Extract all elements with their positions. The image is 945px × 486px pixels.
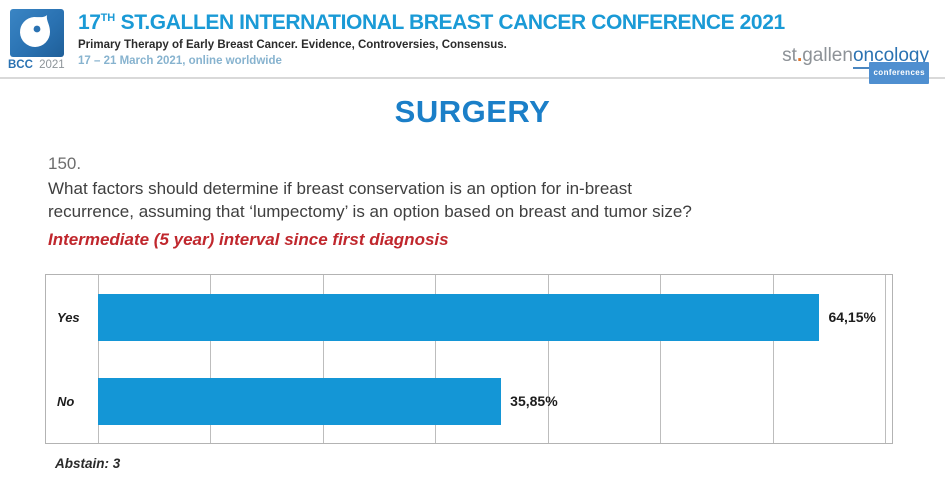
poll-bar-chart: Yes No 64,15% 35,85% — [45, 274, 893, 444]
gridline — [435, 275, 437, 443]
bcc-logo-caption: BCC 2021 — [8, 59, 74, 71]
brand-gallen: gallen — [802, 45, 853, 66]
brand-conferences-badge: conferences — [869, 62, 929, 84]
category-label-yes: Yes — [57, 309, 80, 325]
bar-no — [98, 377, 502, 425]
title-ordinal: TH — [100, 12, 116, 24]
bar-value-no: 35,85% — [510, 393, 558, 409]
gridline — [322, 275, 324, 443]
gridline — [885, 275, 887, 443]
page-title: SURGERY — [394, 94, 551, 129]
gridline — [210, 275, 212, 443]
bcc-logo-square — [10, 9, 64, 57]
gridline — [772, 275, 774, 443]
gridline — [547, 275, 549, 443]
question-line-2: recurrence, assuming that ‘lumpectomy’ i… — [48, 202, 692, 221]
conference-title: 17TH ST.GALLEN INTERNATIONAL BREAST CANC… — [78, 6, 785, 35]
category-label-no: No — [57, 393, 75, 409]
bcc-text: BCC — [8, 59, 33, 71]
droplet-icon — [20, 15, 50, 47]
conference-title-block: 17TH ST.GALLEN INTERNATIONAL BREAST CANC… — [78, 6, 785, 67]
question-interval-note: Intermediate (5 year) interval since fir… — [48, 230, 449, 249]
brand-oncology: oncology — [852, 45, 929, 69]
abstain-count: Abstain: 3 — [55, 456, 121, 471]
question-block: 150. What factors should determine if br… — [48, 152, 945, 251]
conference-dates: 17 – 21 March 2021, online worldwide — [78, 55, 282, 67]
brand-dot: . — [796, 45, 803, 66]
plot-area: 64,15% 35,85% — [98, 275, 892, 443]
bcc-logo: BCC 2021 — [8, 9, 74, 71]
stgallen-oncology-logo: st.gallenoncology conferences — [782, 45, 929, 84]
conference-subtitle: Primary Therapy of Early Breast Cancer. … — [78, 39, 507, 51]
bar-value-yes: 64,15% — [828, 309, 876, 325]
gridline — [660, 275, 662, 443]
conference-header: BCC 2021 17TH ST.GALLEN INTERNATIONAL BR… — [0, 0, 945, 84]
title-rest: ST.GALLEN INTERNATIONAL BREAST CANCER CO… — [115, 11, 786, 34]
bar-yes — [98, 293, 820, 341]
bar-row-no: 35,85% — [98, 359, 892, 443]
question-number: 150. — [48, 154, 82, 173]
gridline — [98, 275, 99, 443]
bar-row-yes: 64,15% — [98, 275, 892, 359]
brand-st: st — [782, 45, 797, 66]
category-axis: Yes No — [46, 275, 98, 443]
bcc-year: 2021 — [39, 59, 65, 71]
title-number: 17 — [78, 11, 101, 34]
question-line-1: What factors should determine if breast … — [48, 179, 632, 198]
